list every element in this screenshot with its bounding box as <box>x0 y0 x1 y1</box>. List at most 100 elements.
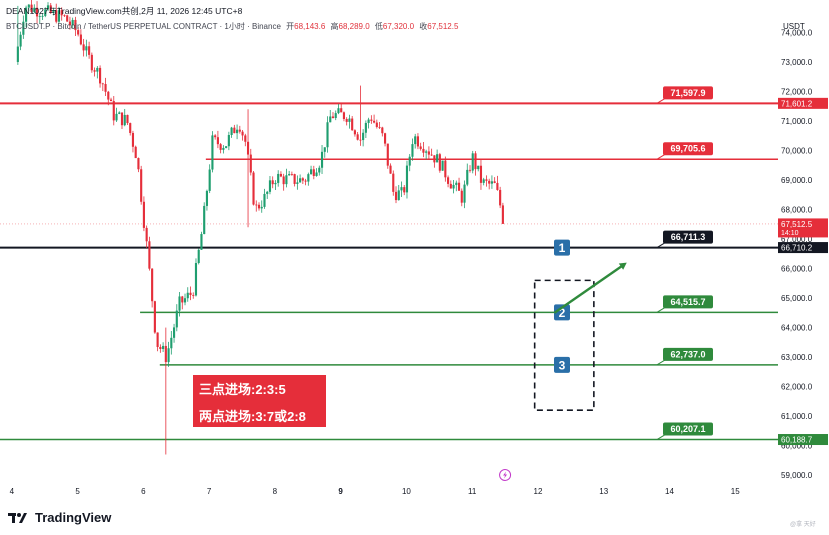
candle-body <box>488 180 491 184</box>
candle-body <box>444 160 447 178</box>
candle-body <box>257 204 261 209</box>
marker-bg-1 <box>554 239 570 256</box>
y-tick-label: 67,000.0 <box>781 235 813 244</box>
level-label-bg-s1 <box>663 422 713 436</box>
ohlc-open: 开68,143.6 <box>286 22 326 31</box>
ohlc-close: 收67,512.5 <box>419 22 459 31</box>
candle-body <box>471 153 474 171</box>
candle-body <box>455 182 458 185</box>
candle-body <box>309 169 313 175</box>
candle-body <box>381 127 384 134</box>
y-tick-label: 68,000.0 <box>781 206 813 215</box>
x-tick-label: 4 <box>10 487 15 496</box>
candle-body <box>304 180 307 182</box>
candle-body <box>225 146 228 148</box>
candle-body <box>351 118 354 131</box>
candle-body <box>282 176 285 185</box>
entry-strategy-box: 三点进场:2:3:5 两点进场:3:7或2:8 <box>193 375 326 427</box>
author-line: DEAN1027与TradingView.com共创,2月 11, 2026 1… <box>6 6 243 16</box>
candle-body <box>438 154 441 171</box>
candle-body <box>63 15 66 17</box>
candle-body <box>285 175 288 185</box>
candle-body <box>468 169 472 171</box>
candle-body <box>367 119 370 123</box>
three-point-entry-text: 三点进场:2:3:5 <box>199 382 286 397</box>
candle-body <box>35 7 39 17</box>
candle-body <box>41 15 44 17</box>
y-tick-label: 74,000.0 <box>781 28 813 37</box>
candle-body <box>164 345 167 363</box>
axis-label-bg-p1 <box>778 242 828 254</box>
candle-body <box>482 179 485 183</box>
y-tick-label: 60,000.0 <box>781 442 813 451</box>
candle-body <box>463 184 466 203</box>
axis-label-bg-r1 <box>778 97 828 109</box>
candle-body <box>107 91 110 100</box>
two-point-entry-text: 两点进场:3:7或2:8 <box>199 409 306 424</box>
candle-body <box>252 172 255 205</box>
current-price-axis-bg <box>778 218 828 238</box>
x-tick-label: 9 <box>338 487 343 496</box>
x-tick-label: 7 <box>207 487 212 496</box>
candle-body <box>203 205 206 235</box>
candle-body <box>194 263 198 296</box>
candle-body <box>197 249 200 264</box>
candle-body <box>112 101 115 121</box>
candle-body <box>279 173 282 177</box>
symbol-line: BTCUSDT.P · Bitcoin / TetherUS PERPETUAL… <box>6 21 458 32</box>
level-label-bg-p3 <box>663 347 713 361</box>
candle-body <box>46 5 50 10</box>
candle-body <box>104 84 107 92</box>
candle-body <box>427 151 430 155</box>
candle-body <box>126 114 129 124</box>
candle-body <box>208 169 211 191</box>
marker-label-2: 2 <box>559 306 566 320</box>
candle-body <box>178 296 181 311</box>
candle-body <box>238 129 241 132</box>
candle-body <box>241 131 244 136</box>
candle-body <box>151 268 154 302</box>
marker-label-1: 1 <box>559 241 566 255</box>
candle-body <box>430 154 433 156</box>
candle-body <box>200 234 203 250</box>
candle-body <box>131 132 135 147</box>
candle-body <box>211 135 214 170</box>
candle-body <box>27 4 30 8</box>
currency-label: USDT <box>783 22 805 31</box>
candle-body <box>383 133 387 144</box>
candle-body <box>96 67 99 72</box>
candle-body <box>52 10 55 13</box>
y-tick-label: 62,000.0 <box>781 383 813 392</box>
candle-body <box>375 122 378 127</box>
candle-body <box>329 116 332 123</box>
x-tick-label: 10 <box>402 487 411 496</box>
candle-body <box>416 136 420 147</box>
candle-body <box>99 67 102 84</box>
candle-body <box>82 44 85 51</box>
candle-body <box>356 134 359 140</box>
candle-body <box>159 346 162 350</box>
tradingview-logo[interactable]: TradingView <box>8 510 111 525</box>
candle-body <box>55 10 58 22</box>
candle-body <box>307 174 310 182</box>
candle-body <box>129 123 132 133</box>
candle-body <box>326 122 329 148</box>
candle-body <box>170 337 173 349</box>
candle-body <box>373 120 376 123</box>
candle-body <box>246 141 250 155</box>
candle-body <box>499 189 502 206</box>
candle-body <box>90 54 93 71</box>
ohlc-low: 低67,320.0 <box>374 22 415 31</box>
candle-body <box>370 119 373 121</box>
level-label-p3: 62,737.0 <box>670 349 705 359</box>
axis-label-p1: 66,710.2 <box>781 244 813 253</box>
level-label-r2: 69,705.6 <box>670 144 705 154</box>
candle-body <box>405 165 409 193</box>
candle-body <box>271 180 274 185</box>
candle-body <box>419 146 422 149</box>
candle-body <box>222 147 225 150</box>
candle-body <box>400 187 403 191</box>
upward-arrow-line <box>553 265 623 314</box>
candle-body <box>172 327 176 338</box>
